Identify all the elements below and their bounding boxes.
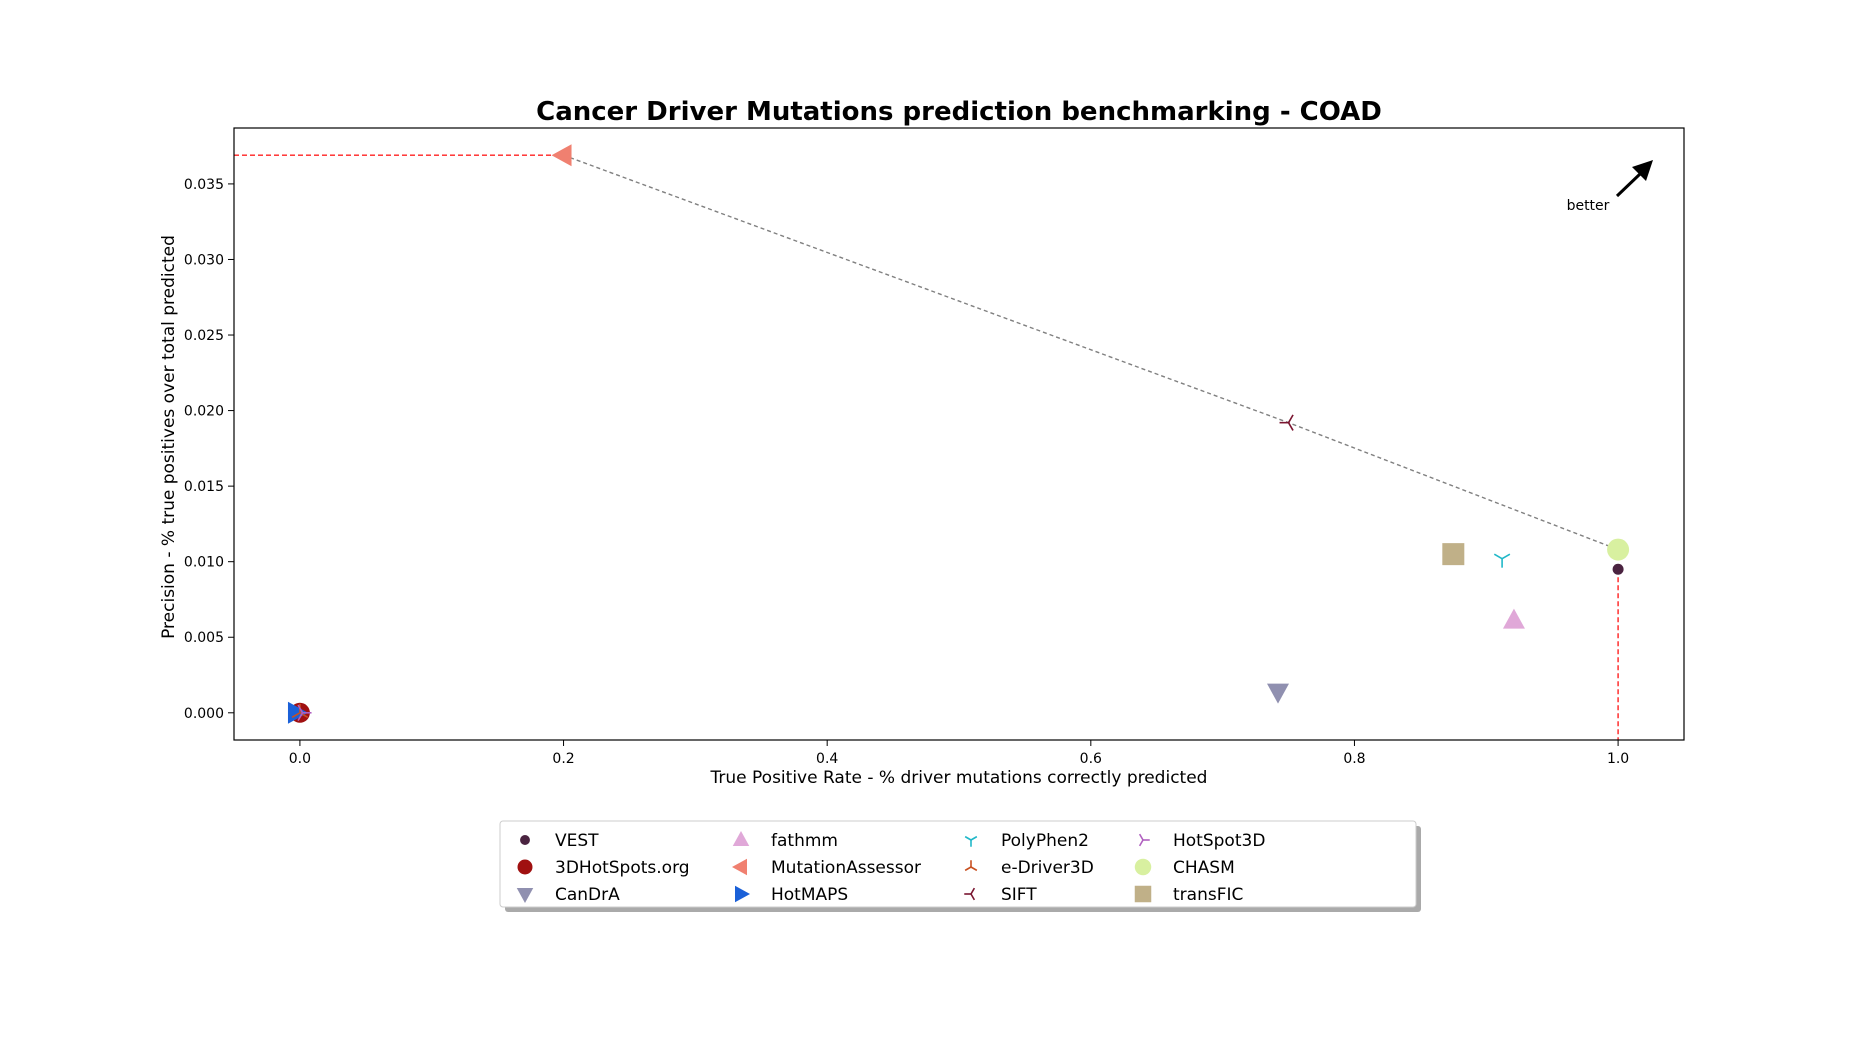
better-arrow-icon <box>1615 172 1642 198</box>
legend-marker-polyphen2-stroke <box>964 835 972 841</box>
legend-label-polyphen2: PolyPhen2 <box>1001 831 1089 851</box>
legend-marker-e-driver3d-stroke <box>964 866 972 872</box>
legend-label-fathmm: fathmm <box>771 831 838 851</box>
marker-mutationassessor <box>551 144 572 167</box>
x-tick-label: 0.6 <box>1080 751 1102 767</box>
better-annotation: better <box>1567 160 1653 214</box>
y-tick-label: 0.015 <box>184 479 224 495</box>
legend-label-hotspot3d: HotSpot3D <box>1173 831 1265 851</box>
legend-label-e-driver3d: e-Driver3D <box>1001 858 1094 878</box>
marker-hotspot3d-stroke <box>297 704 304 714</box>
marker-vest <box>1612 563 1624 575</box>
marker-sift-stroke <box>1287 422 1294 431</box>
marker-hotspot3d <box>297 704 312 721</box>
legend-label-sift: SIFT <box>1001 885 1037 905</box>
legend-item-candra: CanDrA <box>516 885 620 905</box>
legend-marker-fathmm <box>732 831 750 846</box>
legend-marker-e-driver3d <box>964 860 978 872</box>
marker-candra <box>1267 683 1289 704</box>
legend-marker-e-driver3d-stroke <box>970 866 978 872</box>
legend-item-3dhotspots-org: 3DHotSpots.org <box>517 858 690 878</box>
x-tick-label: 0.0 <box>289 751 311 767</box>
x-tick-label: 0.8 <box>1343 751 1365 767</box>
legend-item-e-driver3d: e-Driver3D <box>964 858 1094 878</box>
y-tick-label: 0.005 <box>184 630 224 646</box>
legend-marker-sift-stroke <box>970 893 976 901</box>
legend-item-hotspot3d: HotSpot3D <box>1138 831 1265 851</box>
marker-polyphen2-stroke <box>1493 553 1503 560</box>
legend-item-hotmaps: HotMAPS <box>735 885 848 905</box>
y-tick-label: 0.010 <box>184 555 224 571</box>
x-tick-label: 0.2 <box>552 751 574 767</box>
marker-polyphen2-stroke <box>1501 553 1511 560</box>
legend: VEST 3DHotSpots.org CanDrA fathmm MutationAs… <box>499 820 1421 912</box>
marker-e-driver3d-stroke <box>291 712 301 718</box>
legend-marker-sift <box>964 887 976 901</box>
legend-marker-hotspot3d-stroke <box>1138 833 1144 841</box>
legend-marker-mutationassessor <box>732 858 747 876</box>
marker-transfic <box>1442 543 1465 566</box>
x-axis-label: True Positive Rate - % driver mutations … <box>710 768 1208 788</box>
legend-item-sift: SIFT <box>964 885 1037 905</box>
marker-hotspot3d-stroke <box>297 712 304 721</box>
legend-marker-hotspot3d <box>1138 833 1150 847</box>
y-tick-label: 0.035 <box>184 177 224 193</box>
legend-label-transfic: transFIC <box>1173 885 1243 905</box>
plot-area: 0.0 0.2 0.4 0.6 0.8 1.0 0.000 0.005 0.010 0.015 0.… <box>184 127 1685 767</box>
legend-marker-polyphen2 <box>964 835 978 847</box>
y-tick-label: 0.000 <box>184 706 224 722</box>
legend-item-polyphen2: PolyPhen2 <box>964 831 1089 851</box>
marker-chasm <box>1607 538 1630 561</box>
marker-sift <box>1279 414 1294 431</box>
legend-label-vest: VEST <box>555 831 599 851</box>
legend-marker-3dhotspots-org <box>517 859 533 875</box>
legend-marker-sift-stroke <box>970 887 976 895</box>
plot-frame <box>233 127 1685 741</box>
legend-marker-candra <box>516 888 534 903</box>
marker-fathmm <box>1502 608 1525 629</box>
legend-marker-hotspot3d-stroke <box>1138 839 1144 847</box>
legend-label-mutationassessor: MutationAssessor <box>771 858 921 878</box>
x-tick-label: 1.0 <box>1607 751 1629 767</box>
legend-item-chasm: CHASM <box>1134 858 1235 878</box>
marker-sift-stroke <box>1287 414 1294 424</box>
legend-marker-chasm <box>1134 858 1152 876</box>
legend-entries: VEST 3DHotSpots.org CanDrA fathmm MutationAs… <box>516 831 1265 905</box>
legend-item-transfic: transFIC <box>1134 885 1243 905</box>
legend-marker-polyphen2-stroke <box>970 835 978 841</box>
legend-label-hotmaps: HotMAPS <box>771 885 848 905</box>
marker-hotmaps <box>287 701 308 724</box>
y-tick-label: 0.030 <box>184 252 224 268</box>
chart-title: Cancer Driver Mutations prediction bench… <box>536 97 1382 127</box>
y-axis-label: Precision - % true positives over total … <box>159 235 179 639</box>
legend-box <box>499 820 1417 908</box>
x-tick-label: 0.4 <box>816 751 838 767</box>
legend-item-fathmm: fathmm <box>732 831 838 851</box>
legend-marker-vest <box>520 835 530 845</box>
legend-label-candra: CanDrA <box>555 885 620 905</box>
marker-polyphen2 <box>1493 553 1511 568</box>
y-tick-label: 0.020 <box>184 404 224 420</box>
legend-marker-transfic <box>1134 885 1152 903</box>
legend-item-mutationassessor: MutationAssessor <box>732 858 921 878</box>
legend-item-vest: VEST <box>520 831 599 851</box>
y-tick-label: 0.025 <box>184 328 224 344</box>
legend-label-3dhotspots-org: 3DHotSpots.org <box>555 858 690 878</box>
legend-label-chasm: CHASM <box>1173 858 1235 878</box>
legend-marker-hotmaps <box>735 885 750 903</box>
better-arrow-head-icon <box>1632 160 1653 181</box>
better-label: better <box>1567 198 1610 214</box>
